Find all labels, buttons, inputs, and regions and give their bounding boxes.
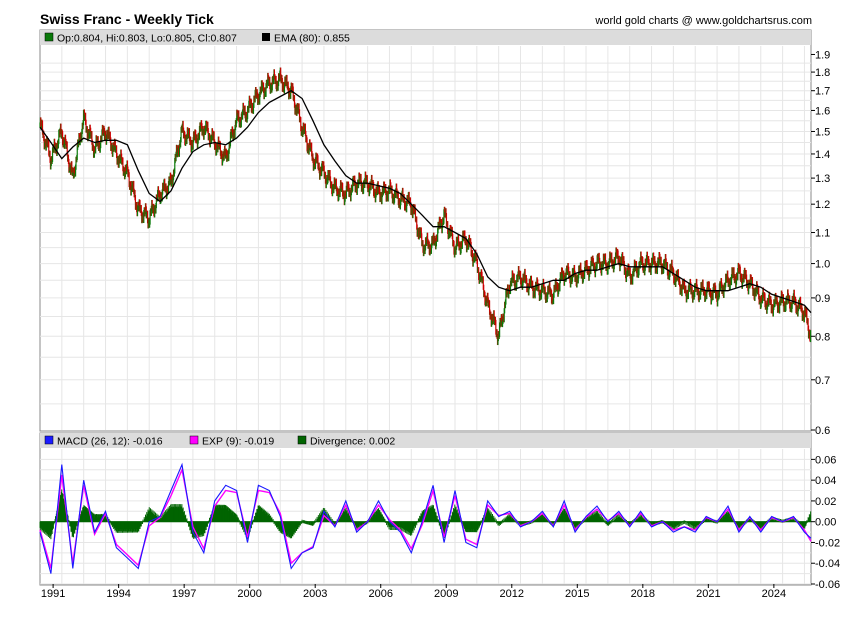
macd-legend-bar	[40, 433, 811, 448]
ema-legend-label: EMA (80): 0.855	[274, 33, 350, 45]
y-tick-label: -0.06	[815, 579, 840, 591]
y-tick-label: 1.3	[815, 173, 830, 185]
y-tick-label: 1.1	[815, 228, 830, 240]
ohlc-legend-swatch	[44, 32, 54, 42]
exp-legend-swatch	[189, 435, 199, 445]
x-tick-label: 2021	[696, 588, 720, 600]
x-tick-label: 2018	[631, 588, 655, 600]
x-tick-label: 1997	[172, 588, 196, 600]
chart-title: Swiss Franc - Weekly Tick	[40, 11, 214, 27]
y-tick-label: 1.5	[815, 126, 830, 138]
ohlc-legend-label: Op:0.804, Hi:0.803, Lo:0.805, Cl:0.807	[57, 33, 237, 45]
y-tick-label: 0.02	[815, 496, 836, 508]
y-tick-label: 0.00	[815, 517, 836, 529]
y-tick-label: 1.7	[815, 86, 830, 98]
macd-legend-label: MACD (26, 12): -0.016	[57, 436, 163, 448]
source-credit: world gold charts @ www.goldchartsrus.co…	[595, 15, 812, 27]
x-tick-label: 1994	[106, 588, 130, 600]
y-tick-label: 0.9	[815, 293, 830, 305]
y-tick-label: 1.4	[815, 149, 830, 161]
divergence-legend-swatch	[297, 435, 307, 445]
y-tick-label: 1.0	[815, 259, 830, 271]
x-tick-label: 2003	[303, 588, 327, 600]
macd-y-axis: 0.06 0.04 0.02 0.00 -0.02 -0.04 -0.06	[811, 454, 840, 591]
y-tick-label: 0.8	[815, 331, 830, 343]
y-tick-label: 0.6	[815, 425, 830, 437]
macd-line	[39, 462, 812, 574]
y-tick-label: 0.7	[815, 375, 830, 387]
ema-line	[39, 89, 812, 314]
price-panel-grid	[40, 46, 811, 430]
ema-legend-swatch	[262, 33, 270, 41]
x-tick-label: 2024	[762, 588, 786, 600]
exp-legend-label: EXP (9): -0.019	[202, 436, 274, 448]
macd-legend-swatch	[44, 435, 54, 445]
price-candles	[39, 67, 812, 346]
x-tick-label: 2012	[500, 588, 524, 600]
price-panel-frame	[39, 29, 812, 432]
x-tick-label: 2000	[237, 588, 261, 600]
x-tick-label: 2006	[368, 588, 392, 600]
y-tick-label: -0.04	[815, 558, 840, 570]
y-tick-label: 1.8	[815, 67, 830, 79]
x-axis: 1991 1994 1997 2000 2003 2006 2009 2012 2015 2018…	[41, 584, 786, 600]
price-legend-bar	[40, 30, 811, 45]
x-tick-label: 2009	[434, 588, 458, 600]
y-tick-label: -0.02	[815, 537, 840, 549]
y-tick-label: 1.9	[815, 49, 830, 61]
divergence-legend-label: Divergence: 0.002	[310, 436, 395, 448]
x-tick-label: 1991	[41, 588, 65, 600]
y-tick-label: 1.2	[815, 199, 830, 211]
y-tick-label: 0.04	[815, 475, 836, 487]
x-tick-label: 2015	[565, 588, 589, 600]
y-tick-label: 0.06	[815, 454, 836, 466]
y-tick-label: 1.6	[815, 105, 830, 117]
price-y-axis: 1.9 1.8 1.7 1.6 1.5 1.4 1.3 1.2 1.1 1.0 0.9 0.8 0.7 0…	[811, 49, 830, 437]
